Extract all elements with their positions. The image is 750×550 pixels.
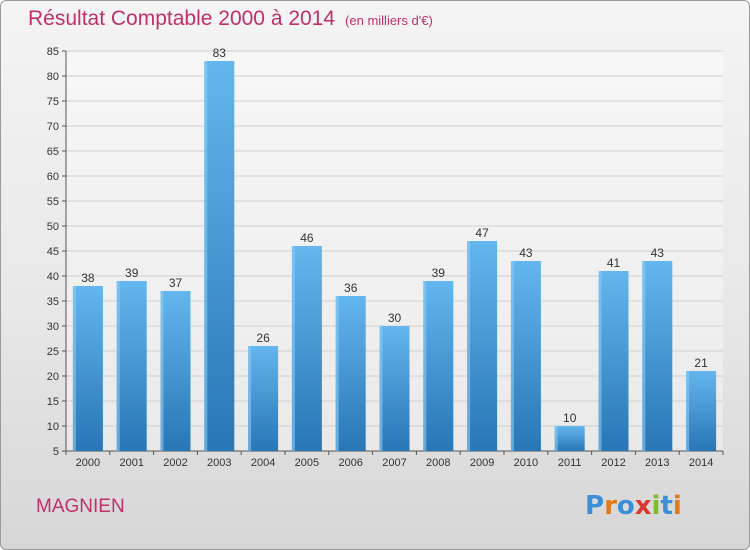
- y-tick-label: 65: [47, 146, 59, 158]
- value-label-2001: 39: [125, 266, 139, 280]
- bar-2012: [598, 271, 629, 451]
- value-label-2013: 43: [651, 246, 665, 260]
- bar-2003: [204, 61, 235, 451]
- bar-2000: [72, 286, 103, 451]
- value-label-2012: 41: [607, 256, 621, 270]
- bar-2011: [554, 426, 585, 451]
- bar-2007: [379, 326, 410, 451]
- value-label-2006: 36: [344, 281, 358, 295]
- bar-highlight: [510, 261, 514, 451]
- bar-2005: [291, 246, 322, 451]
- x-tick-label-2000: 2000: [76, 457, 100, 469]
- x-tick-label-2005: 2005: [295, 457, 319, 469]
- x-tick-label-2009: 2009: [470, 457, 494, 469]
- y-tick-label: 15: [47, 396, 59, 408]
- bar-2010: [510, 261, 541, 451]
- value-label-2014: 21: [694, 356, 708, 370]
- value-label-2008: 39: [432, 266, 446, 280]
- bar-highlight: [335, 296, 339, 451]
- bar-highlight: [160, 291, 164, 451]
- x-tick-label-2014: 2014: [689, 457, 713, 469]
- chart-title: Résultat Comptable 2000 à 2014 (en millie…: [28, 7, 433, 31]
- y-tick-label: 70: [47, 121, 59, 133]
- value-label-2007: 30: [388, 311, 402, 325]
- y-tick-label: 80: [47, 71, 59, 83]
- value-label-2004: 26: [256, 331, 270, 345]
- y-tick-label: 85: [47, 46, 59, 58]
- bar-highlight: [554, 426, 558, 451]
- y-tick-label: 10: [47, 421, 59, 433]
- y-tick-label: 55: [47, 196, 59, 208]
- bar-highlight: [423, 281, 427, 451]
- y-tick-label: 60: [47, 171, 59, 183]
- value-label-2000: 38: [81, 271, 95, 285]
- y-tick-label: 75: [47, 96, 59, 108]
- value-label-2010: 43: [519, 246, 533, 260]
- bar-2014: [686, 371, 717, 451]
- y-tick-label: 35: [47, 296, 59, 308]
- title-text: Résultat Comptable 2000 à 2014: [28, 7, 336, 30]
- bar-2001: [116, 281, 147, 451]
- x-tick-label-2002: 2002: [163, 457, 187, 469]
- logo-letter: x: [634, 491, 652, 521]
- bar-highlight: [379, 326, 383, 451]
- y-tick-label: 40: [47, 271, 59, 283]
- value-label-2002: 37: [169, 276, 183, 290]
- y-tick-label: 20: [47, 371, 59, 383]
- y-tick-label: 25: [47, 346, 59, 358]
- logo-letter: i: [672, 491, 682, 521]
- logo-letter: P: [585, 491, 605, 521]
- x-tick-label-2008: 2008: [426, 457, 450, 469]
- bar-highlight: [248, 346, 252, 451]
- proxiti-logo: Proxiti: [585, 491, 682, 521]
- x-tick-label-2006: 2006: [338, 457, 362, 469]
- y-tick-label: 5: [53, 446, 59, 458]
- y-tick-label: 30: [47, 321, 59, 333]
- value-label-2011: 10: [563, 411, 577, 425]
- bar-2002: [160, 291, 191, 451]
- value-label-2009: 47: [475, 226, 489, 240]
- x-tick-label-2007: 2007: [382, 457, 406, 469]
- x-tick-label-2012: 2012: [601, 457, 625, 469]
- value-label-2005: 46: [300, 231, 314, 245]
- x-tick-label-2010: 2010: [514, 457, 538, 469]
- bar-highlight: [116, 281, 120, 451]
- bar-highlight: [686, 371, 690, 451]
- y-tick-label: 50: [47, 221, 59, 233]
- bar-2013: [642, 261, 673, 451]
- logo-letter: o: [616, 491, 635, 521]
- bar-highlight: [72, 286, 76, 451]
- bar-highlight: [598, 271, 602, 451]
- bar-highlight: [291, 246, 295, 451]
- x-tick-label-2004: 2004: [251, 457, 275, 469]
- value-label-2003: 83: [213, 46, 227, 60]
- bar-highlight: [204, 61, 208, 451]
- x-tick-label-2001: 2001: [119, 457, 143, 469]
- logo-letter: i: [651, 491, 661, 521]
- logo-letter: t: [660, 491, 673, 521]
- bar-2006: [335, 296, 366, 451]
- x-tick-label-2011: 2011: [558, 457, 582, 469]
- bar-highlight: [642, 261, 646, 451]
- bar-2004: [248, 346, 279, 451]
- bar-highlight: [467, 241, 471, 451]
- title-unit: (en milliers d'€): [345, 13, 433, 28]
- y-tick-label: 45: [47, 246, 59, 258]
- bar-2008: [423, 281, 454, 451]
- town-name: MAGNIEN: [36, 496, 125, 517]
- x-tick-label-2003: 2003: [207, 457, 231, 469]
- bar-2009: [467, 241, 498, 451]
- logo-letter: r: [604, 491, 617, 521]
- x-tick-label-2013: 2013: [645, 457, 669, 469]
